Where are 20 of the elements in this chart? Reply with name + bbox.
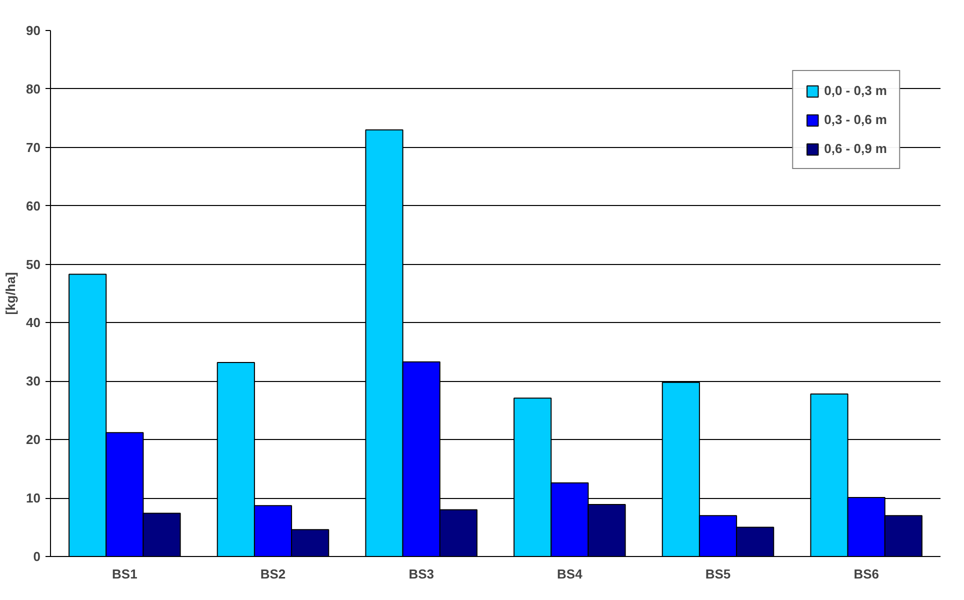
x-tick-label: BS6 [854,566,879,582]
y-tick-label: 90 [26,23,41,38]
legend-label: 0,6 - 0,9 m [824,141,887,156]
y-tick-label: 60 [26,198,41,214]
legend-label: 0,0 - 0,3 m [824,83,887,98]
x-tick-label: BS1 [112,566,138,582]
y-tick-label: 0 [33,549,41,564]
x-tick-label: BS5 [705,566,731,582]
y-tick-label: 50 [26,256,41,272]
legend-label: 0,3 - 0,6 m [824,112,887,127]
x-tick-label: BS4 [557,566,584,582]
x-tick-label: BS2 [260,566,286,582]
y-tick-label: 80 [26,81,41,96]
y-axis-title: [kg/ha] [3,272,18,315]
y-tick-label: 10 [26,490,41,506]
y-tick-label: 30 [26,374,41,389]
y-tick-label: 70 [26,140,41,155]
y-tick-label: 20 [26,432,41,448]
y-tick-label: 40 [26,315,41,330]
x-tick-label: BS3 [408,566,434,582]
